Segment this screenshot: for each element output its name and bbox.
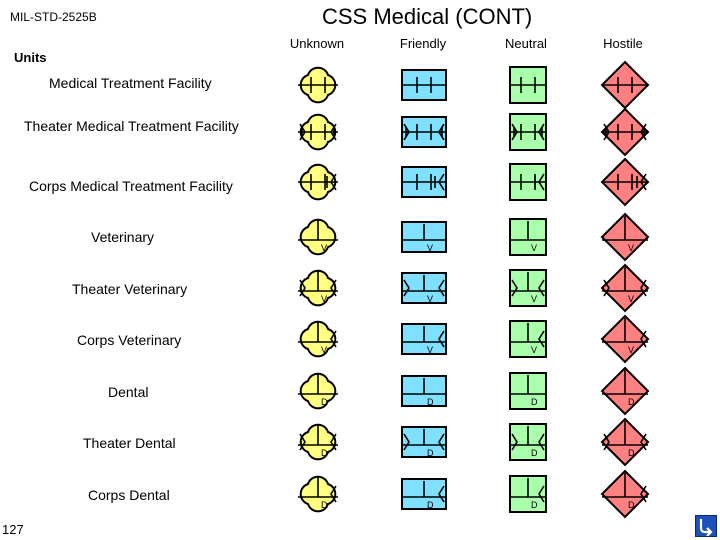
svg-text:V: V xyxy=(427,294,433,304)
symbol-neutral-vet-theater: V xyxy=(509,269,547,307)
svg-text:D: D xyxy=(321,397,328,407)
return-arrow-icon xyxy=(699,519,713,536)
page-number: 127 xyxy=(2,522,24,537)
svg-text:V: V xyxy=(531,243,537,253)
symbol-friendly-vet-none: V xyxy=(401,221,447,253)
symbol-hostile-vet-none: V xyxy=(600,212,650,262)
symbol-neutral-mtf-theater xyxy=(509,113,547,151)
symbol-unknown-vet-corps: V xyxy=(298,320,338,358)
svg-text:V: V xyxy=(427,345,433,355)
symbol-neutral-mtf-none xyxy=(509,66,547,104)
symbol-hostile-mtf-theater xyxy=(600,107,650,157)
row-label-theater-veterinary: Theater Veterinary xyxy=(72,281,188,297)
symbol-neutral-dental-none: D xyxy=(509,372,547,410)
symbol-neutral-dental-corps: D xyxy=(509,475,547,513)
symbol-hostile-mtf-corps xyxy=(600,157,650,207)
svg-text:V: V xyxy=(628,243,634,253)
symbol-neutral-dental-theater: D xyxy=(509,423,547,461)
row-label-corps-veterinary: Corps Veterinary xyxy=(77,332,182,348)
column-header-neutral: Neutral xyxy=(505,36,547,51)
symbol-friendly-dental-corps: D xyxy=(401,478,447,510)
row-label-corps-dental: Corps Dental xyxy=(88,487,170,503)
symbol-unknown-mtf-corps xyxy=(298,163,338,201)
column-header-unknown: Unknown xyxy=(289,36,345,51)
symbol-hostile-vet-corps: V xyxy=(600,314,650,364)
symbol-hostile-dental-theater: D xyxy=(600,417,650,467)
symbol-unknown-dental-corps: D xyxy=(298,475,338,513)
row-label-mtf: Medical Treatment Facility xyxy=(49,75,212,91)
symbol-unknown-dental-theater: D xyxy=(298,423,338,461)
column-header-friendly: Friendly xyxy=(399,36,447,51)
row-label-theater-mtf: Theater Medical Treatment Facility xyxy=(24,118,239,134)
svg-text:V: V xyxy=(321,345,327,355)
svg-text:V: V xyxy=(321,243,327,253)
return-button[interactable] xyxy=(695,515,717,537)
column-header-hostile: Hostile xyxy=(603,36,643,51)
symbol-unknown-vet-theater: V xyxy=(298,269,338,307)
symbol-neutral-mtf-corps xyxy=(509,163,547,201)
symbol-friendly-dental-none: D xyxy=(401,375,447,407)
svg-text:D: D xyxy=(321,448,328,458)
symbol-hostile-vet-theater: V xyxy=(600,263,650,313)
symbol-hostile-dental-none: D xyxy=(600,366,650,416)
svg-text:V: V xyxy=(531,294,537,304)
svg-text:V: V xyxy=(321,294,327,304)
svg-text:V: V xyxy=(531,345,537,355)
svg-text:D: D xyxy=(628,397,635,407)
page-title: CSS Medical (CONT) xyxy=(322,4,533,29)
row-label-dental: Dental xyxy=(108,384,149,400)
symbol-friendly-dental-theater: D xyxy=(401,426,447,458)
svg-text:D: D xyxy=(531,448,538,458)
svg-text:D: D xyxy=(321,500,328,510)
symbol-friendly-vet-corps: V xyxy=(401,323,447,355)
svg-text:V: V xyxy=(628,294,634,304)
row-label-veterinary: Veterinary xyxy=(91,229,155,245)
symbol-hostile-dental-corps: D xyxy=(600,469,650,519)
svg-text:D: D xyxy=(531,397,538,407)
symbol-unknown-vet-none: V xyxy=(298,218,338,256)
svg-text:D: D xyxy=(628,500,635,510)
section-label: Units xyxy=(14,50,47,65)
document-id: MIL-STD-2525B xyxy=(10,10,97,24)
symbol-friendly-mtf-corps xyxy=(401,166,447,198)
svg-text:D: D xyxy=(628,448,635,458)
symbol-unknown-mtf-theater xyxy=(298,113,338,151)
symbol-friendly-vet-theater: V xyxy=(401,272,447,304)
svg-text:D: D xyxy=(427,500,434,510)
svg-text:D: D xyxy=(427,448,434,458)
svg-text:V: V xyxy=(628,345,634,355)
symbol-neutral-vet-corps: V xyxy=(509,320,547,358)
symbol-unknown-dental-none: D xyxy=(298,372,338,410)
svg-text:D: D xyxy=(427,397,434,407)
svg-text:V: V xyxy=(427,243,433,253)
symbol-friendly-mtf-theater xyxy=(401,116,447,148)
svg-text:D: D xyxy=(531,500,538,510)
symbol-unknown-mtf-none xyxy=(298,66,338,104)
symbol-neutral-vet-none: V xyxy=(509,218,547,256)
row-label-corps-mtf: Corps Medical Treatment Facility xyxy=(29,178,233,194)
symbol-friendly-mtf-none xyxy=(401,69,447,101)
symbol-hostile-mtf-none xyxy=(600,60,650,110)
row-label-theater-dental: Theater Dental xyxy=(83,435,176,451)
